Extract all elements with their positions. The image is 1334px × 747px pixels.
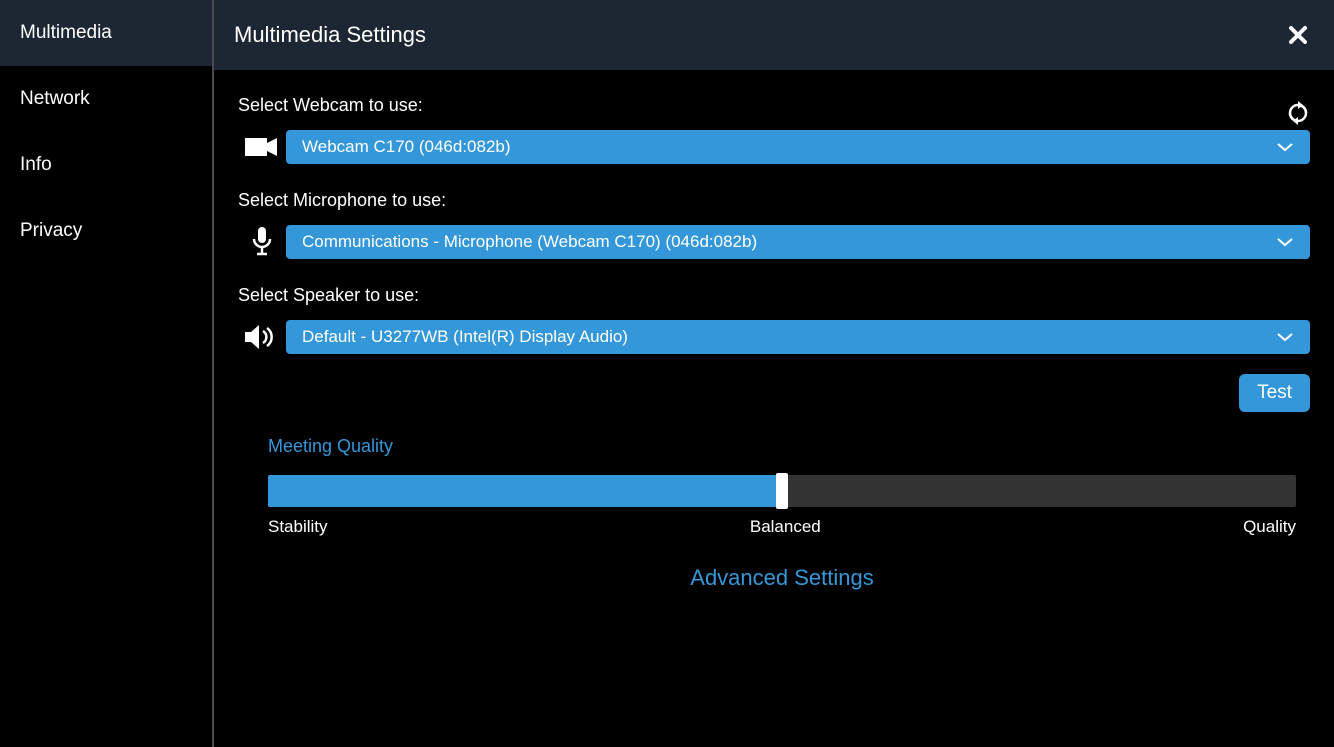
advanced-settings-link[interactable]: Advanced Settings [690, 565, 873, 590]
microphone-row: Communications - Microphone (Webcam C170… [238, 225, 1310, 259]
quality-slider[interactable] [268, 475, 1296, 507]
sidebar-item-network[interactable]: Network [0, 66, 212, 132]
sidebar-item-info[interactable]: Info [0, 132, 212, 198]
microphone-select[interactable]: Communications - Microphone (Webcam C170… [286, 225, 1310, 259]
quality-title: Meeting Quality [268, 436, 1296, 457]
microphone-label: Select Microphone to use: [238, 190, 1310, 211]
page-title: Multimedia Settings [234, 22, 426, 48]
microphone-icon [238, 227, 286, 257]
quality-section: Meeting Quality Stability Balanced Quali… [238, 436, 1310, 591]
chevron-down-icon [1276, 141, 1294, 153]
sidebar-item-multimedia[interactable]: Multimedia [0, 0, 212, 66]
slider-label-left: Stability [268, 517, 328, 537]
refresh-button[interactable] [1286, 101, 1310, 125]
main-panel: Multimedia Settings Select Webcam to use… [214, 0, 1334, 747]
speaker-row: Default - U3277WB (Intel(R) Display Audi… [238, 320, 1310, 354]
slider-labels: Stability Balanced Quality [268, 517, 1296, 537]
speaker-icon [238, 324, 286, 350]
slider-label-right: Quality [1243, 517, 1296, 537]
speaker-value: Default - U3277WB (Intel(R) Display Audi… [302, 327, 628, 347]
slider-thumb[interactable] [776, 473, 788, 509]
test-button[interactable]: Test [1239, 374, 1310, 412]
test-row: Test [238, 374, 1310, 412]
chevron-down-icon [1276, 236, 1294, 248]
app-root: Multimedia Network Info Privacy Multimed… [0, 0, 1334, 747]
refresh-icon [1286, 101, 1310, 125]
slider-fill [268, 475, 782, 507]
webcam-label-row: Select Webcam to use: [238, 95, 1310, 130]
sidebar: Multimedia Network Info Privacy [0, 0, 214, 747]
speaker-label: Select Speaker to use: [238, 285, 1310, 306]
chevron-down-icon [1276, 331, 1294, 343]
microphone-value: Communications - Microphone (Webcam C170… [302, 232, 757, 252]
webcam-row: Webcam C170 (046d:082b) [238, 130, 1310, 164]
advanced-row: Advanced Settings [268, 565, 1296, 591]
sidebar-item-privacy[interactable]: Privacy [0, 198, 212, 264]
webcam-icon [238, 136, 286, 158]
webcam-value: Webcam C170 (046d:082b) [302, 137, 511, 157]
slider-label-mid: Balanced [750, 517, 821, 537]
close-icon [1288, 25, 1308, 45]
close-button[interactable] [1282, 19, 1314, 51]
webcam-select[interactable]: Webcam C170 (046d:082b) [286, 130, 1310, 164]
header: Multimedia Settings [214, 0, 1334, 70]
speaker-select[interactable]: Default - U3277WB (Intel(R) Display Audi… [286, 320, 1310, 354]
webcam-label: Select Webcam to use: [238, 95, 423, 116]
content: Select Webcam to use: [214, 70, 1334, 616]
